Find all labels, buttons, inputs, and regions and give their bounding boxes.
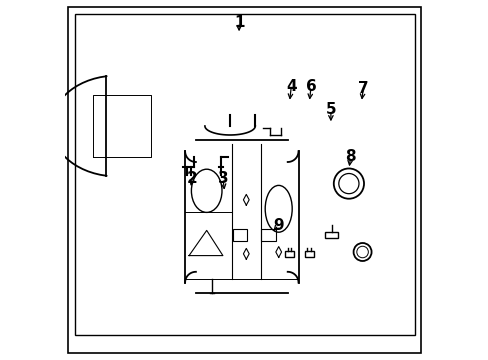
Bar — [261, 229, 275, 241]
Bar — [304, 251, 313, 257]
Text: 4: 4 — [285, 79, 296, 94]
Text: 8: 8 — [345, 149, 355, 164]
Bar — [285, 251, 293, 257]
Text: 9: 9 — [273, 217, 284, 233]
Text: 6: 6 — [305, 79, 316, 94]
Text: 2: 2 — [186, 171, 197, 186]
Text: 7: 7 — [357, 81, 368, 96]
Text: 5: 5 — [325, 102, 336, 117]
Bar — [325, 232, 337, 238]
Bar — [232, 229, 246, 241]
Text: 3: 3 — [217, 171, 228, 186]
Bar — [75, 14, 415, 335]
Text: 1: 1 — [233, 15, 244, 30]
